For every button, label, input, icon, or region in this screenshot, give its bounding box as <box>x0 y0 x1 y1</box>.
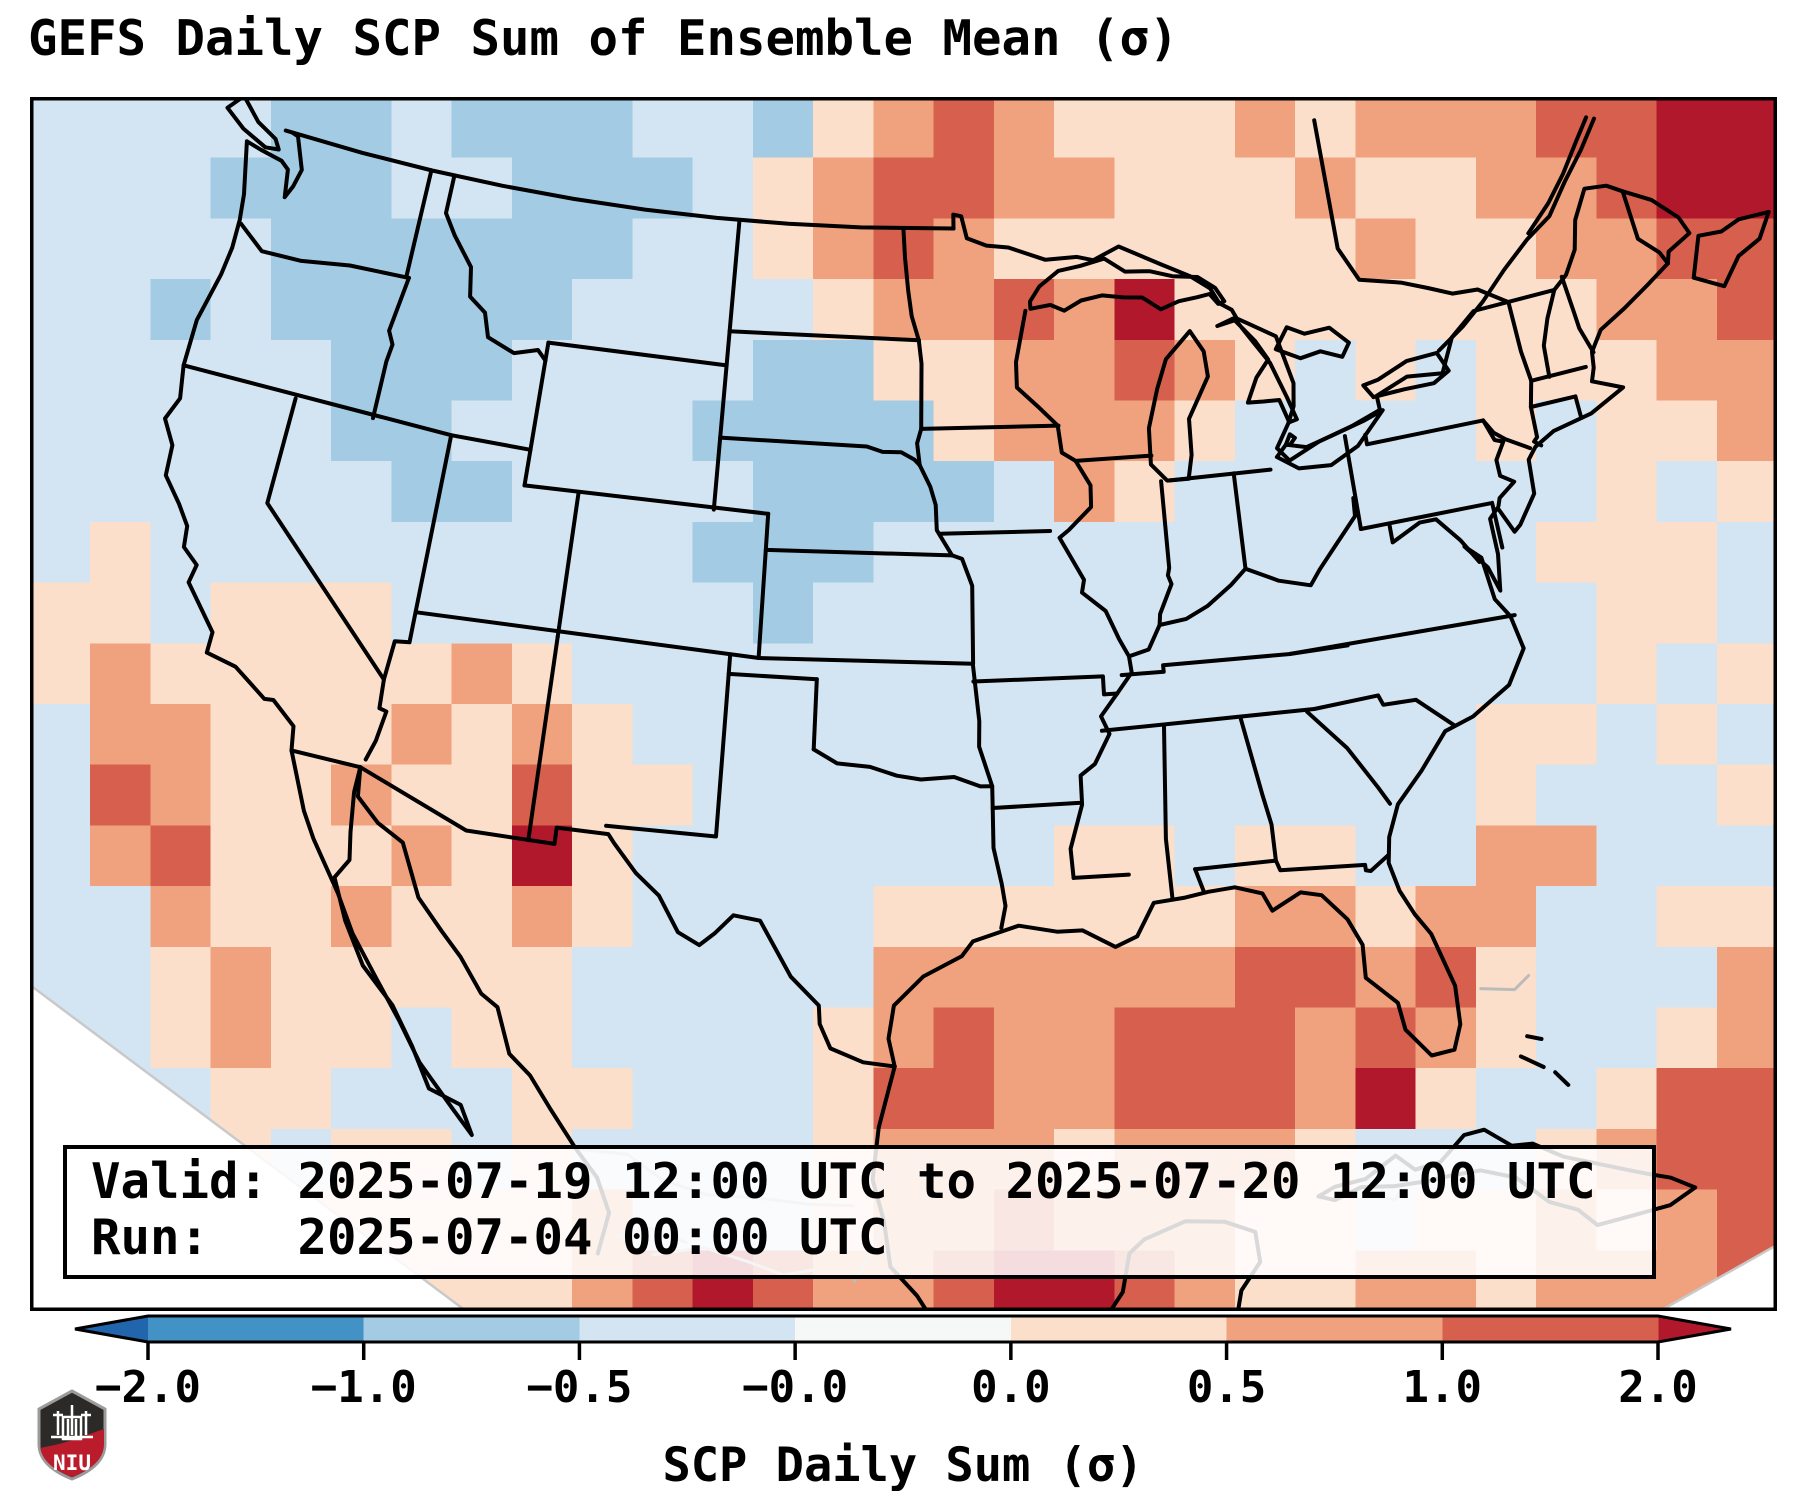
data-cells <box>30 97 1777 1311</box>
map-canvas <box>30 97 1777 1311</box>
valid-range-text: Valid: 2025-07-19 12:00 UTC to 2025-07-2… <box>91 1153 1596 1210</box>
coastlines-and-state-borders <box>163 97 1771 1311</box>
colorbar-tick-label: 0.0 <box>971 1362 1051 1413</box>
figure-title: GEFS Daily SCP Sum of Ensemble Mean (σ) <box>28 10 1179 67</box>
colorbar-tick-label: −0.0 <box>742 1362 849 1413</box>
validity-info-box: Valid: 2025-07-19 12:00 UTC to 2025-07-2… <box>63 1145 1656 1279</box>
colorbar-tick-label: −1.0 <box>310 1362 417 1413</box>
colorbar-tick-label: −0.5 <box>526 1362 633 1413</box>
niu-logo-text: NIU <box>53 1451 91 1475</box>
colorbar-tick-label: −2.0 <box>95 1362 201 1413</box>
niu-logo: NIU <box>37 1389 107 1481</box>
colorbar-tick-labels: −2.0 −1.0 −0.5 −0.0 0.0 0.5 1.0 2.0 <box>0 1362 1803 1418</box>
niu-red-band <box>40 1429 104 1477</box>
colorbar-axis-label: SCP Daily Sum (σ) <box>662 1438 1144 1493</box>
run-time-text: Run: 2025-07-04 00:00 UTC <box>91 1209 888 1266</box>
map-panel: Valid: 2025-07-19 12:00 UTC to 2025-07-2… <box>30 97 1777 1311</box>
colorbar-tick-label: 2.0 <box>1618 1362 1698 1413</box>
colorbar-tick-label: 0.5 <box>1186 1362 1267 1413</box>
castle-icon <box>51 1405 93 1441</box>
colorbar <box>74 1314 1732 1360</box>
colorbar-tick-label: 1.0 <box>1402 1362 1483 1413</box>
